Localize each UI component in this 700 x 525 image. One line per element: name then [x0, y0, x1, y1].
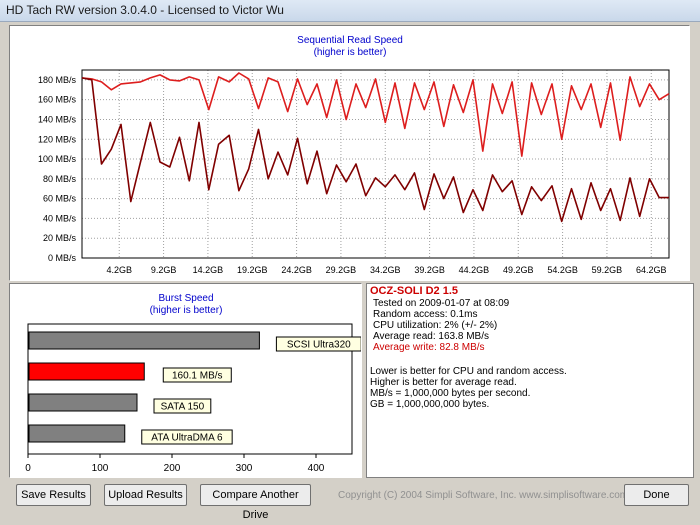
average-write-text: Average write: 82.8 MB/s [373, 342, 485, 353]
seq-x-tick-label: 44.2GB [459, 265, 490, 275]
tested-on-text: Tested on 2009-01-07 at 08:09 [373, 298, 510, 309]
burst-bar [28, 331, 260, 350]
upload-results-button[interactable]: Upload Results [104, 484, 187, 506]
seq-x-tick-label: 64.2GB [636, 265, 667, 275]
burst-plot-area [27, 323, 353, 455]
burst-bar-label: ATA UltraDMA 6 [151, 433, 223, 444]
seq-y-tick-label: 120 MB/s [38, 134, 77, 144]
seq-x-tick-label: 9.2GB [151, 265, 177, 275]
seq-y-tick-label: 80 MB/s [43, 174, 77, 184]
seq-chart-title: Sequential Read Speed [297, 35, 403, 46]
note-mbs-definition: MB/s = 1,000,000 bytes per second. [370, 388, 531, 399]
copyright-text: Copyright (C) 2004 Simpli Software, Inc.… [338, 490, 629, 501]
burst-x-tick-label: 100 [92, 463, 109, 474]
write-speed-series [81, 77, 669, 223]
compare-another-drive-button[interactable]: Compare Another Drive [200, 484, 311, 521]
sequential-read-chart: Sequential Read Speed (higher is better)… [38, 35, 670, 275]
seq-y-tick-label: 20 MB/s [43, 233, 77, 243]
title-bar: HD Tach RW version 3.0.4.0 - Licensed to… [0, 0, 700, 22]
seq-y-tick-label: 160 MB/s [38, 95, 77, 105]
burst-x-tick-label: 0 [25, 463, 31, 474]
read-speed-series [81, 72, 670, 157]
burst-bar-label-box [275, 336, 361, 352]
note-gb-definition: GB = 1,000,000,000 bytes. [370, 399, 490, 410]
results-info-panel: OCZ-SOLI D2 1.5 Tested on 2009-01-07 at … [366, 283, 694, 478]
burst-bar-label: SCSI Ultra320 [287, 340, 351, 351]
burst-speed-panel: Burst Speed (higher is better) SCSI Ultr… [9, 283, 362, 478]
seq-y-tick-label: 60 MB/s [43, 194, 77, 204]
burst-x-tick-label: 200 [164, 463, 181, 474]
done-button[interactable]: Done [624, 484, 689, 506]
burst-bar [28, 393, 138, 412]
seq-x-tick-label: 29.2GB [326, 265, 357, 275]
burst-chart-subtitle: (higher is better) [150, 305, 223, 316]
seq-chart-subtitle: (higher is better) [314, 47, 387, 58]
sequential-read-panel: Sequential Read Speed (higher is better)… [9, 25, 690, 281]
average-read-text: Average read: 163.8 MB/s [373, 331, 489, 342]
note-higher-better: Higher is better for average read. [370, 377, 517, 388]
window-title: HD Tach RW version 3.0.4.0 - Licensed to… [6, 3, 284, 17]
seq-x-tick-label: 49.2GB [503, 265, 534, 275]
burst-bar-label: SATA 150 [161, 402, 205, 413]
seq-x-tick-label: 4.2GB [106, 265, 132, 275]
seq-plot-area [81, 69, 670, 259]
seq-x-tick-label: 24.2GB [281, 265, 312, 275]
seq-y-tick-label: 140 MB/s [38, 114, 77, 124]
burst-bar-label-box [141, 429, 233, 445]
cpu-utilization-text: CPU utilization: 2% (+/- 2%) [373, 320, 498, 331]
burst-chart-title: Burst Speed [158, 293, 213, 304]
burst-bar [28, 362, 145, 381]
burst-bar-label: 160.1 MB/s [172, 371, 223, 382]
burst-bar [28, 424, 126, 443]
seq-y-tick-label: 40 MB/s [43, 213, 77, 223]
burst-x-tick-label: 400 [308, 463, 325, 474]
burst-x-tick-label: 300 [236, 463, 253, 474]
save-results-button[interactable]: Save Results [16, 484, 91, 506]
seq-x-tick-label: 54.2GB [547, 265, 578, 275]
burst-bar-label-box [162, 367, 232, 383]
seq-y-tick-label: 0 MB/s [48, 253, 77, 263]
seq-x-tick-label: 14.2GB [193, 265, 224, 275]
drive-name: OCZ-SOLI D2 1.5 [370, 285, 459, 297]
seq-y-tick-label: 180 MB/s [38, 75, 77, 85]
seq-x-tick-label: 39.2GB [414, 265, 445, 275]
seq-x-tick-label: 59.2GB [592, 265, 623, 275]
burst-bar-label-box [153, 398, 212, 414]
random-access-text: Random access: 0.1ms [373, 309, 478, 320]
seq-x-tick-label: 34.2GB [370, 265, 401, 275]
note-lower-better: Lower is better for CPU and random acces… [370, 366, 567, 377]
seq-y-tick-label: 100 MB/s [38, 154, 77, 164]
burst-speed-chart: Burst Speed (higher is better) SCSI Ultr… [25, 293, 361, 474]
seq-x-tick-label: 19.2GB [237, 265, 268, 275]
